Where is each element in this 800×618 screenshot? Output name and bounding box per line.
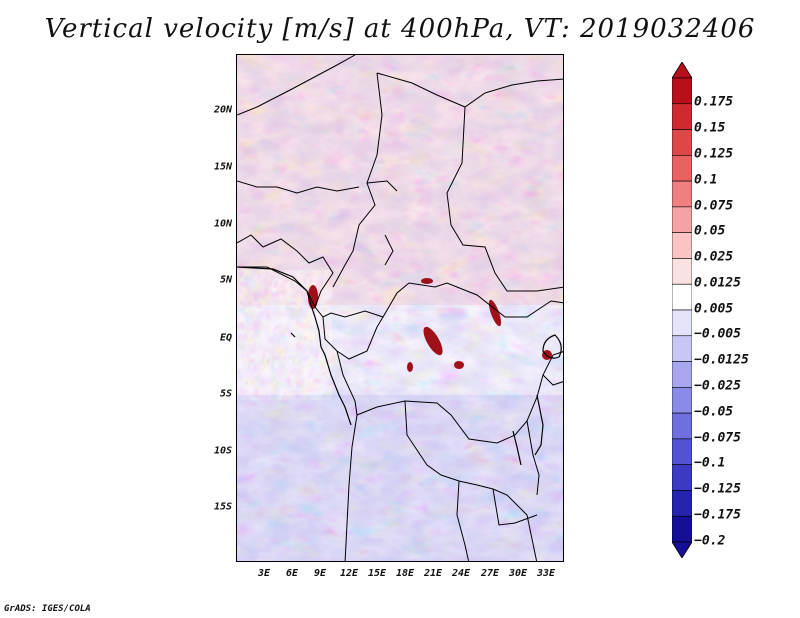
colorbar-tick-label: 0.1 — [694, 172, 718, 188]
lat-label-5s: 5S — [219, 388, 232, 400]
colorbar-tick-label: 0.175 — [694, 94, 734, 110]
colorbar-segment — [672, 77, 692, 105]
lon-label-9e: 9E — [313, 568, 327, 579]
colorbar — [672, 62, 692, 558]
colorbar-tick-label: −0.125 — [694, 481, 741, 497]
colorbar-top-arrow — [672, 62, 692, 79]
colorbar-segment — [672, 103, 692, 130]
colorbar-segment — [672, 283, 692, 311]
lon-label-24e: 24E — [451, 568, 471, 579]
colorbar-tick-label: 0.025 — [694, 249, 734, 265]
lon-label-21e: 21E — [423, 568, 443, 579]
lon-label-27e: 27E — [480, 568, 500, 579]
colorbar-segment — [672, 258, 692, 285]
colorbar-segment — [672, 232, 692, 259]
lat-label-20n: 20N — [213, 104, 232, 116]
lat-label-10n: 10N — [213, 218, 232, 230]
lon-label-12e: 12E — [339, 568, 359, 579]
vertical-velocity-field — [237, 55, 563, 561]
chart-title: Vertical velocity [m/s] at 400hPa, VT: 2… — [44, 14, 756, 44]
ocean-noise-region — [237, 270, 332, 400]
lakes — [512, 334, 562, 466]
colorbar-segment — [672, 361, 692, 388]
coastline — [237, 266, 352, 426]
colorbar-segment — [672, 335, 692, 362]
lon-label-33e: 33E — [536, 568, 556, 579]
colorbar-segment — [672, 206, 692, 233]
colorbar-segment — [672, 155, 692, 182]
colorbar-segment — [672, 515, 692, 543]
colorbar-tick-label: 0.15 — [694, 120, 726, 136]
lat-label-15s: 15S — [213, 501, 232, 513]
colorbar-tick-label: −0.005 — [694, 326, 741, 342]
colorbar-segment — [672, 490, 692, 517]
colorbar-tick-label: −0.05 — [694, 404, 734, 420]
colorbar-tick-label: −0.175 — [694, 507, 741, 523]
lon-label-30e: 30E — [508, 568, 528, 579]
colorbar-tick-label: −0.2 — [694, 533, 726, 549]
colorbar-bottom-arrow — [672, 541, 692, 558]
lat-label-eq: EQ — [219, 332, 232, 344]
lat-label-10s: 10S — [213, 445, 232, 457]
colorbar-tick-label: 0.0125 — [694, 275, 741, 291]
colorbar-tick-label: −0.1 — [694, 455, 726, 471]
colorbar-tick-label: 0.075 — [694, 198, 734, 214]
lon-label-6e: 6E — [285, 568, 299, 579]
colorbar-segment — [672, 387, 692, 414]
colorbar-tick-label: −0.025 — [694, 378, 741, 394]
colorbar-tick-label: −0.075 — [694, 430, 741, 446]
map-panel — [236, 54, 564, 562]
colorbar-segment — [672, 438, 692, 465]
lat-label-5n: 5N — [219, 274, 232, 286]
lon-label-15e: 15E — [367, 568, 387, 579]
colorbar-tick-label: 0.005 — [694, 301, 734, 317]
lon-label-3e: 3E — [257, 568, 271, 579]
colorbar-segment — [672, 309, 692, 337]
colorbar-tick-label: 0.05 — [694, 223, 726, 239]
credit-text: GrADS: IGES/COLA — [4, 604, 91, 614]
colorbar-segment — [672, 180, 692, 208]
colorbar-segment — [672, 412, 692, 440]
colorbar-tick-label: −0.0125 — [694, 352, 749, 368]
colorbar-tick-label: 0.125 — [694, 146, 734, 162]
colorbar-segment — [672, 464, 692, 491]
colorbar-segment — [672, 129, 692, 156]
lat-label-15n: 15N — [213, 161, 232, 173]
lon-label-18e: 18E — [395, 568, 415, 579]
country-borders — [237, 55, 563, 561]
